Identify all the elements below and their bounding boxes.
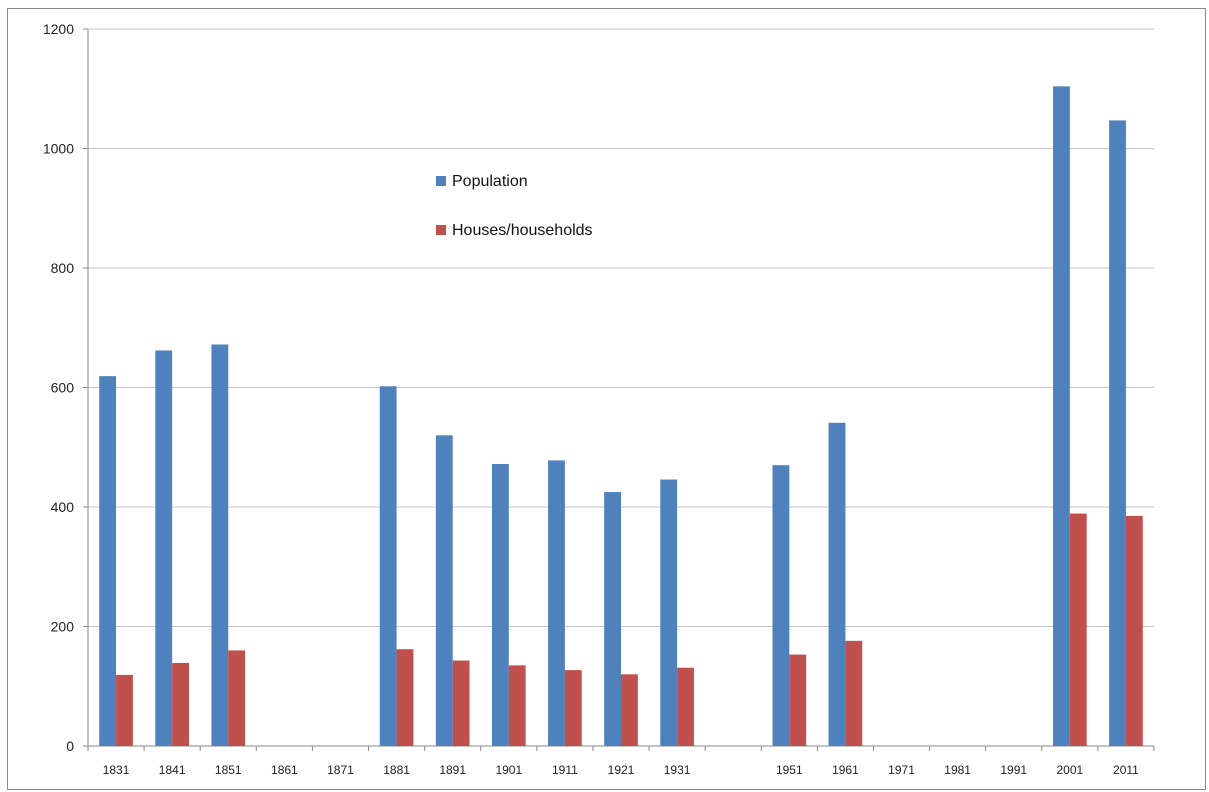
x-tick-label: 1911 <box>552 763 578 777</box>
x-tick-label: 1971 <box>888 763 915 777</box>
gridlines <box>88 28 1154 627</box>
bar-houses-households-1931 <box>677 667 694 746</box>
x-tick-label: 1961 <box>832 763 859 777</box>
bar-houses-households-1901 <box>508 665 526 746</box>
bar-population-2001 <box>1053 86 1070 747</box>
chart-frame: 0 200 400 600 800 1000 1200 1831 1841 1851 1861 18… <box>7 8 1206 790</box>
x-tick-label: 1951 <box>776 763 803 777</box>
bar-houses-households-1891 <box>452 660 470 746</box>
x-tick-label: 1931 <box>664 763 691 777</box>
bar-houses-households-1921 <box>621 674 638 746</box>
x-tick-label: 1841 <box>159 763 186 777</box>
bar-population-2011 <box>1109 120 1126 747</box>
bar-population-1851 <box>211 344 229 746</box>
x-tick-label: 1991 <box>1000 763 1027 777</box>
bar-houses-households-1851 <box>228 650 246 746</box>
bars <box>99 86 1143 747</box>
bar-population-1881 <box>379 386 397 746</box>
x-tick-label: 1881 <box>383 763 410 777</box>
bar-population-1841 <box>155 350 173 746</box>
bar-population-1831 <box>99 376 117 746</box>
legend-label: Population <box>452 173 528 190</box>
x-tick-label: 1871 <box>327 763 354 777</box>
legend: Population Houses/households <box>436 173 593 239</box>
y-tick-labels: 0 200 400 600 800 1000 1200 <box>43 21 74 754</box>
y-tick-label: 400 <box>51 499 75 515</box>
x-tick-label: 1981 <box>944 763 971 777</box>
bar-houses-households-1841 <box>172 662 189 746</box>
y-tick-label: 800 <box>51 260 75 276</box>
bar-houses-households-2001 <box>1069 513 1087 746</box>
y-tick-label: 0 <box>66 738 74 754</box>
bar-houses-households-1961 <box>845 640 863 746</box>
x-tick-label: 1891 <box>439 763 466 777</box>
x-tick-labels: 1831 1841 1851 1861 1871 1881 1891 1901 1911 1921… <box>103 763 1139 777</box>
bar-houses-households-2011 <box>1125 515 1143 746</box>
y-tick-label: 1000 <box>43 141 74 157</box>
x-tick-label: 1831 <box>103 763 130 777</box>
bar-houses-households-1831 <box>116 674 133 746</box>
y-tick-label: 200 <box>51 619 75 635</box>
legend-label: Houses/households <box>452 222 593 239</box>
x-tick-label: 2011 <box>1113 763 1139 777</box>
bar-population-1961 <box>828 422 846 746</box>
bar-population-1901 <box>491 463 509 746</box>
legend-swatch <box>436 225 446 235</box>
bar-population-1931 <box>660 479 678 746</box>
x-tick-label: 1921 <box>608 763 635 777</box>
legend-swatch <box>436 176 446 186</box>
y-tick-label: 600 <box>51 380 75 396</box>
bar-houses-households-1911 <box>564 670 582 746</box>
bar-population-1911 <box>548 460 565 746</box>
bar-population-1921 <box>604 492 621 746</box>
x-tick-label: 1861 <box>271 763 298 777</box>
y-tick-label: 1200 <box>43 21 74 37</box>
bar-houses-households-1881 <box>396 649 414 746</box>
x-tick-label: 2001 <box>1056 763 1083 777</box>
x-tick-label: 1851 <box>215 763 242 777</box>
bar-houses-households-1951 <box>789 654 807 746</box>
bar-population-1891 <box>435 435 453 746</box>
x-tick-label: 1901 <box>495 763 522 777</box>
bar-population-1951 <box>772 465 790 746</box>
